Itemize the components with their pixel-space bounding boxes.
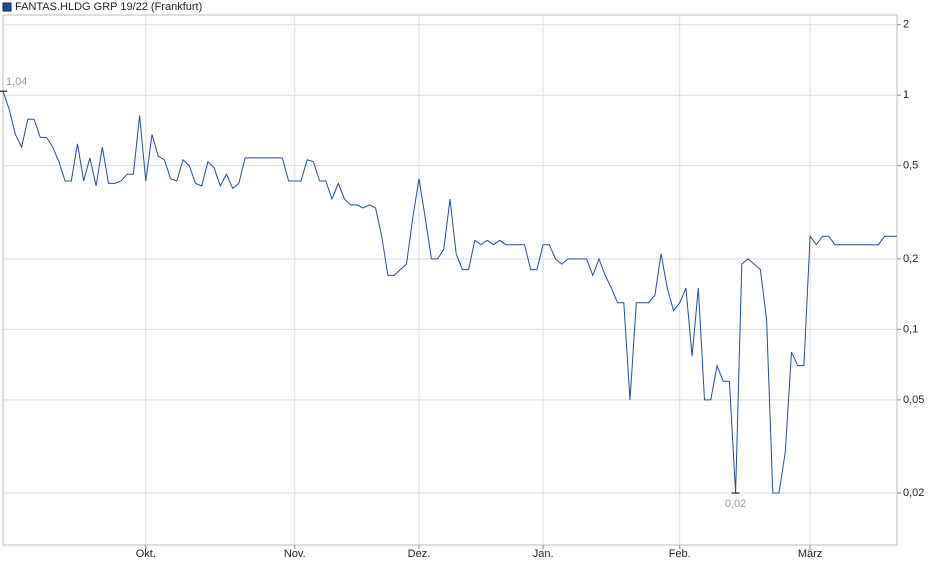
y-tick-label: 0,2	[903, 253, 918, 265]
annotation-label: 0,02	[725, 498, 746, 510]
legend-label: FANTAS.HLDG GRP 19/22 (Frankfurt)	[15, 1, 202, 13]
y-tick-label: 0,1	[903, 323, 918, 335]
y-tick-label: 1	[903, 89, 909, 101]
x-tick-label: März	[798, 548, 822, 560]
x-tick-label: Feb.	[669, 548, 691, 560]
x-tick-label: Nov.	[284, 548, 306, 560]
plot-area	[2, 14, 898, 546]
annotation-label: 1,04	[6, 76, 27, 88]
price-line	[2, 91, 897, 494]
y-tick-label: 2	[903, 19, 909, 31]
x-tick-label: Jan.	[533, 548, 554, 560]
y-tick-label: 0,02	[903, 487, 924, 499]
x-tick-label: Okt.	[136, 548, 156, 560]
legend-swatch	[2, 2, 12, 12]
y-tick-label: 0,05	[903, 394, 924, 406]
x-tick-label: Dez.	[408, 548, 431, 560]
y-tick-label: 0,5	[903, 160, 918, 172]
